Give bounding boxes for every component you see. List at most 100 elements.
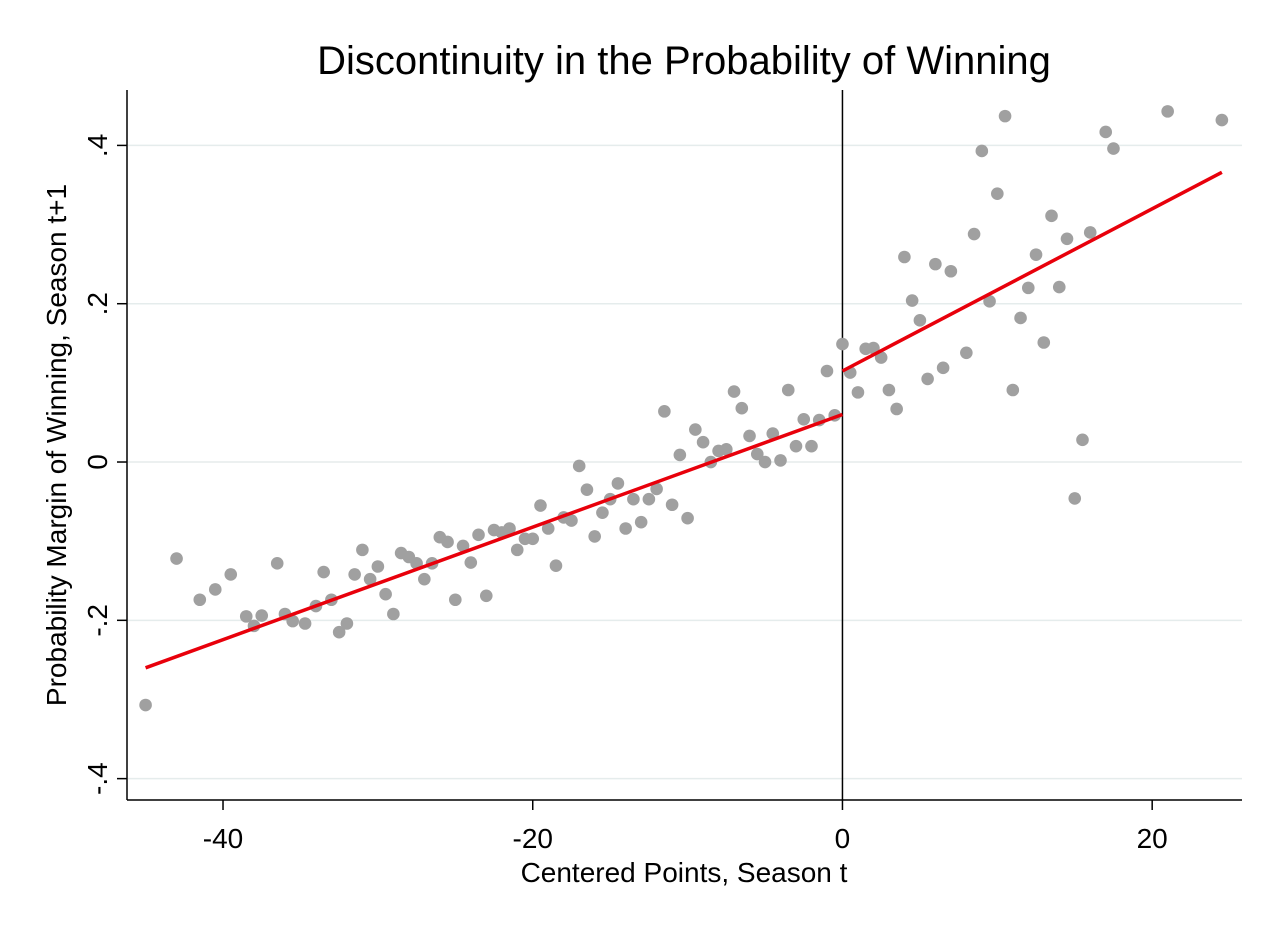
data-point — [596, 506, 609, 519]
data-point — [1037, 336, 1051, 349]
data-point — [340, 617, 354, 630]
data-point — [449, 593, 462, 607]
data-point — [781, 383, 795, 397]
data-point — [750, 447, 764, 461]
data-point — [503, 522, 516, 535]
data-point — [1068, 492, 1082, 505]
data-point — [720, 443, 733, 456]
x-ticks: -40 -20 0 20 — [203, 800, 1168, 854]
data-point — [619, 522, 632, 535]
data-point — [890, 402, 903, 416]
data-point — [820, 364, 834, 378]
data-point — [944, 264, 958, 278]
fit-line-left — [144, 412, 844, 670]
y-tick-label: .4 — [82, 134, 113, 157]
data-point — [758, 455, 772, 469]
data-point — [774, 454, 787, 467]
data-point — [1045, 209, 1058, 223]
fit-lines — [144, 170, 1223, 670]
data-point — [1099, 125, 1113, 139]
data-point — [797, 412, 811, 426]
data-point — [789, 439, 803, 453]
x-tick-label: 0 — [835, 823, 851, 854]
x-tick-label: 20 — [1137, 823, 1168, 854]
data-point — [286, 614, 300, 628]
data-point — [650, 482, 663, 496]
data-point — [611, 477, 625, 490]
data-point — [991, 187, 1004, 200]
data-point — [193, 593, 207, 607]
data-point — [929, 257, 942, 271]
fit-line-right — [841, 170, 1223, 373]
data-point — [572, 459, 586, 473]
data-point — [1014, 311, 1027, 325]
data-point — [472, 528, 485, 542]
y-tick-label: -.2 — [82, 604, 113, 637]
data-point — [1021, 281, 1035, 295]
data-point — [479, 589, 493, 603]
data-point — [766, 427, 780, 440]
data-point — [224, 568, 238, 581]
data-point — [1107, 142, 1120, 155]
data-point — [1083, 226, 1097, 239]
data-point — [898, 250, 911, 264]
data-point — [1076, 433, 1089, 447]
data-point — [627, 492, 640, 506]
data-point — [441, 535, 454, 549]
data-point — [905, 294, 919, 307]
data-point — [1161, 105, 1174, 118]
data-point — [851, 386, 865, 399]
data-point — [743, 429, 756, 443]
data-point — [255, 609, 269, 622]
data-point — [356, 543, 369, 557]
x-axis-label: Centered Points, Season t — [521, 857, 848, 888]
data-point — [1215, 113, 1229, 127]
data-point — [379, 587, 392, 601]
data-point — [464, 556, 478, 569]
data-point — [921, 372, 934, 386]
data-point — [1006, 383, 1020, 397]
data-point — [998, 109, 1012, 123]
data-point — [1060, 232, 1074, 246]
data-point — [665, 498, 679, 512]
data-point — [1029, 248, 1043, 261]
data-point — [913, 314, 927, 327]
data-point — [541, 522, 555, 535]
data-point — [239, 610, 253, 623]
data-point — [836, 337, 849, 351]
data-point — [348, 568, 361, 581]
y-tick-label: .2 — [82, 292, 113, 315]
data-point — [371, 560, 385, 573]
data-point — [681, 511, 694, 525]
data-point — [298, 617, 312, 630]
data-point — [456, 539, 470, 553]
data-point — [510, 543, 524, 557]
data-point — [363, 572, 377, 586]
data-point — [317, 565, 330, 579]
data-point — [634, 515, 648, 529]
data-point — [936, 361, 950, 375]
data-point — [270, 557, 284, 570]
data-point — [526, 532, 540, 546]
y-axis-label: Probability Margin of Winning, Season t+… — [41, 184, 72, 706]
data-point — [805, 439, 818, 453]
grid-lines — [128, 144, 1242, 780]
data-point — [208, 583, 222, 596]
data-point — [642, 492, 656, 506]
x-tick-label: -20 — [513, 823, 553, 854]
data-point — [967, 227, 981, 241]
data-point — [975, 144, 989, 158]
data-point — [673, 448, 687, 462]
data-point — [332, 625, 346, 639]
data-point — [874, 351, 888, 364]
chart-title: Discontinuity in the Probability of Winn… — [317, 39, 1051, 83]
data-point — [1052, 280, 1066, 294]
data-point — [170, 552, 183, 565]
data-point — [960, 346, 973, 360]
data-point — [588, 530, 601, 543]
data-point — [658, 405, 671, 418]
data-point — [139, 698, 152, 712]
data-point — [418, 572, 431, 586]
